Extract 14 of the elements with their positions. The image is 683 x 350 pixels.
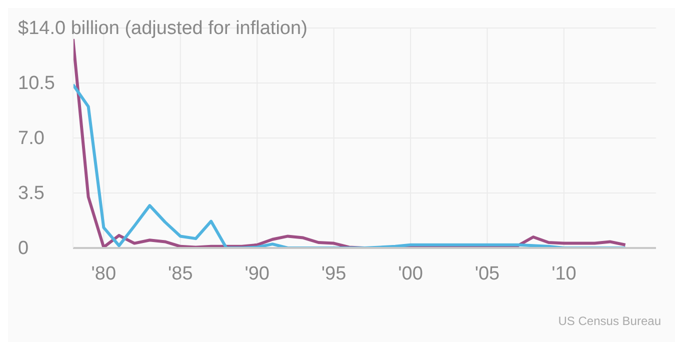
y-tick-label: $14.0 billion (adjusted for inflation) — [18, 18, 308, 39]
x-tick-label: '00 — [398, 263, 423, 284]
x-tick-label: '95 — [321, 263, 346, 284]
text: US Census Bureau — [558, 314, 661, 328]
line-series — [73, 83, 627, 248]
x-tick-label: '05 — [474, 263, 500, 284]
x-tick-label: '90 — [244, 263, 270, 284]
y-tick-label: 7.0 — [18, 128, 44, 149]
x-tick-label: '10 — [552, 263, 576, 284]
y-tick-label: 0 — [18, 238, 29, 259]
x-tick-label: '80 — [91, 263, 116, 284]
x-tick-label: '85 — [168, 263, 193, 284]
y-tick-label: 3.5 — [18, 183, 44, 204]
y-tick-label: 10.5 — [18, 73, 55, 94]
